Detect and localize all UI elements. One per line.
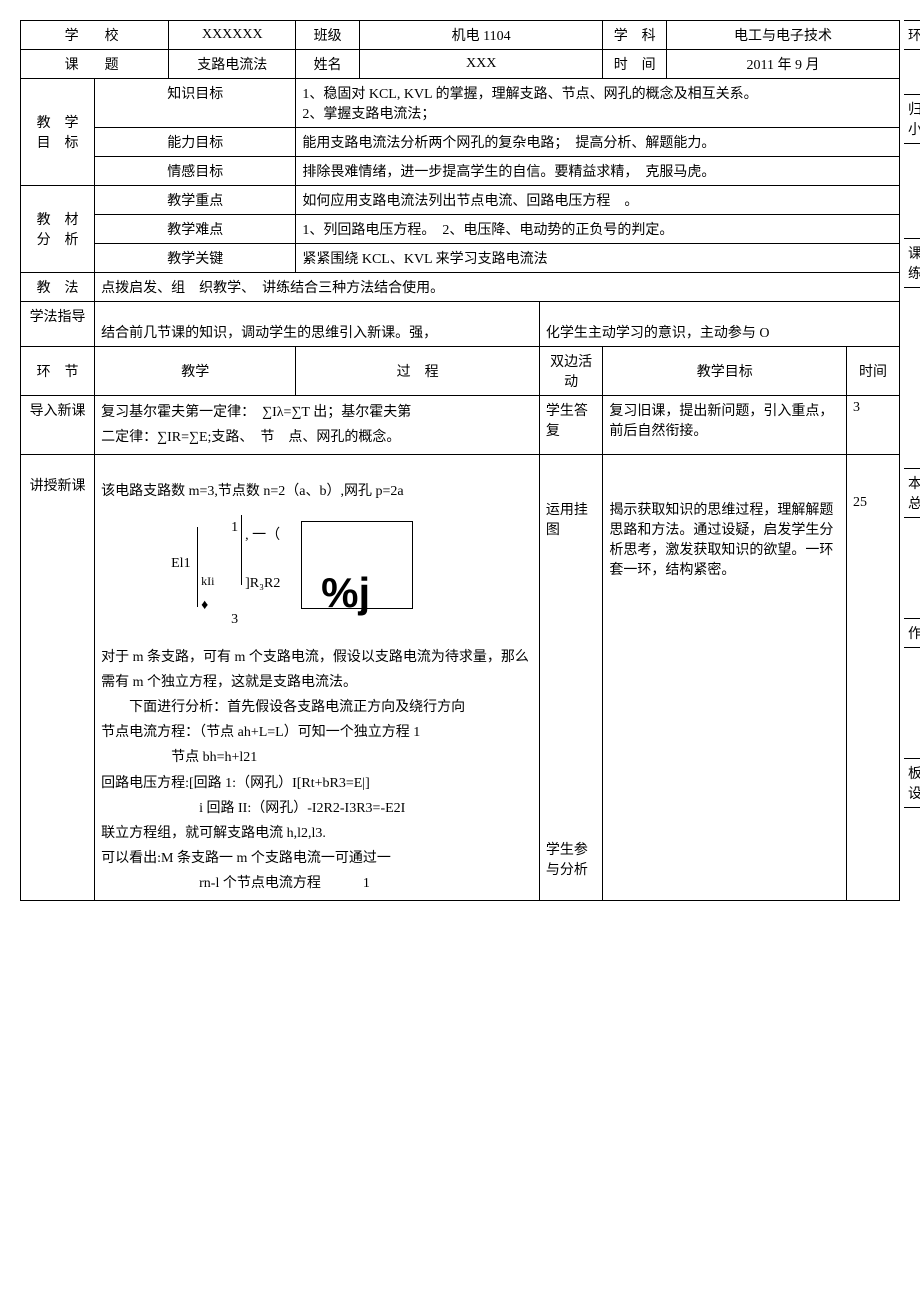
row1-goal-cell: 揭示获取知识的思维过程，理解解题思路和方法。通过设疑，启发学生分析思考，激发获取… xyxy=(603,455,847,901)
focus-text: 如何应用支路电流法列出节点电流、回路电压方程 。 xyxy=(296,186,900,215)
key-label: 教学关键 xyxy=(95,244,296,273)
guide-text: 结合前几节课的知识，调动学生的思维引入新课。强， xyxy=(95,302,540,347)
topic-label: 课 题 xyxy=(21,50,169,79)
proc-teach-label: 教学 xyxy=(95,347,296,396)
name-label: 姓名 xyxy=(296,50,360,79)
difficulty-text: 1、列回路电压方程。 2、电压降、电动势的正负号的判定。 xyxy=(296,215,900,244)
ability-text: 能用支路电流法分析两个网孔的复杂电路； 提高分析、解题能力。 xyxy=(296,128,900,157)
circ-kii: kIi xyxy=(201,571,214,593)
proc-seg-label: 环 节 xyxy=(21,347,95,396)
guide-text2: 化学生主动学习的意识，主动参与 O xyxy=(539,302,899,347)
time-label: 时 间 xyxy=(603,50,667,79)
emotion-label: 情感目标 xyxy=(95,157,296,186)
method-label: 教 法 xyxy=(21,273,95,302)
circ-three: 3 xyxy=(231,607,238,632)
circuit-diagram: 1 , 一（ El1 kIi ]R₃R2 ♦ 3 %j xyxy=(141,515,421,635)
side-homework: 作业 xyxy=(904,618,920,648)
row1-intro: 该电路支路数 m=3,节点数 n=2（a、b）,网孔 p=2a xyxy=(101,479,533,504)
class-value: 机电 1104 xyxy=(359,21,603,50)
row1-bilateral-cell: 运用挂图 学生参与分析 xyxy=(539,455,603,901)
class-label: 班级 xyxy=(296,21,360,50)
circ-el1: El1 xyxy=(171,551,190,576)
time-value: 2011 年 9 月 xyxy=(666,50,899,79)
circ-diamond: ♦ xyxy=(201,593,208,618)
name-value: XXX xyxy=(359,50,603,79)
side-summary: 归纳 小结 xyxy=(904,94,920,144)
proc-process-label: 过 程 xyxy=(296,347,540,396)
school-value: XXXXXX xyxy=(169,21,296,50)
row1-bilateral: 运用挂图 xyxy=(546,499,597,539)
row0-time: 3 xyxy=(846,396,899,455)
side-board: 板书设计 xyxy=(904,758,920,808)
row0-goal: 复习旧课，提出新问题，引入重点，前后自然衔接。 xyxy=(603,396,847,455)
guide-label: 学法指导 xyxy=(21,302,95,347)
knowledge-text: 1、稳固对 KCL, KVL 的掌握，理解支路、节点、网孔的概念及相互关系。 2… xyxy=(296,79,900,128)
goals-group-label: 教 学 目 标 xyxy=(21,79,95,186)
school-label: 学 校 xyxy=(21,21,169,50)
row0-seg: 导入新课 xyxy=(21,396,95,455)
lesson-plan-table: 学 校 XXXXXX 班级 机电 1104 学 科 电工与电子技术 课 题 支路… xyxy=(20,20,900,901)
circ-vline xyxy=(241,515,242,585)
subject-value: 电工与电子技术 xyxy=(666,21,899,50)
circ-pct: %j xyxy=(321,555,370,631)
subject-label: 学 科 xyxy=(603,21,667,50)
circ-leftbar xyxy=(197,527,198,607)
row0-content: 复习基尔霍夫第一定律： ∑Iλ=∑T 出；基尔霍夫第 二定律：∑IR=∑E;支路… xyxy=(95,396,540,455)
proc-bilateral-label: 双边活动 xyxy=(539,347,603,396)
row1-bilateral2: 学生参与分析 xyxy=(546,839,597,879)
row1-seg: 讲授新课 xyxy=(21,455,95,901)
row1-time: 25 xyxy=(846,455,899,901)
ability-label: 能力目标 xyxy=(95,128,296,157)
circ-r3r2: ]R₃R2 xyxy=(245,571,280,596)
row1-body: 对于 m 条支路，可有 m 个支路电流，假设以支路电流为待求量，那么需有 m 个… xyxy=(101,645,533,897)
proc-goal-label: 教学目标 xyxy=(603,347,847,396)
row1-content-cell: 该电路支路数 m=3,节点数 n=2（a、b）,网孔 p=2a 1 , 一（ E… xyxy=(95,455,540,901)
side-column: 环节 归纳 小结 课堂 练习 本课 总结 作业 板书设计 xyxy=(904,20,920,808)
difficulty-label: 教学难点 xyxy=(95,215,296,244)
circ-paren: , 一（ xyxy=(245,523,280,548)
row1-goal: 揭示获取知识的思维过程，理解解题思路和方法。通过设疑，启发学生分析思考，激发获取… xyxy=(609,499,840,579)
focus-label: 教学重点 xyxy=(95,186,296,215)
row0-bilateral: 学生答复 xyxy=(539,396,603,455)
side-env: 环节 xyxy=(904,20,920,50)
side-lesson-summary: 本课 总结 xyxy=(904,468,920,518)
key-text: 紧紧围绕 KCL、KVL 来学习支路电流法 xyxy=(296,244,900,273)
method-text: 点拨启发、组 织教学、 讲练结合三种方法结合使用。 xyxy=(95,273,900,302)
circ-one: 1 xyxy=(231,515,238,540)
material-group-label: 教 材 分 析 xyxy=(21,186,95,273)
emotion-text: 排除畏难情绪，进一步提高学生的自信。要精益求精， 克服马虎。 xyxy=(296,157,900,186)
proc-time-label: 时间 xyxy=(846,347,899,396)
knowledge-label: 知识目标 xyxy=(95,79,296,128)
topic-value: 支路电流法 xyxy=(169,50,296,79)
side-practice: 课堂 练习 xyxy=(904,238,920,288)
